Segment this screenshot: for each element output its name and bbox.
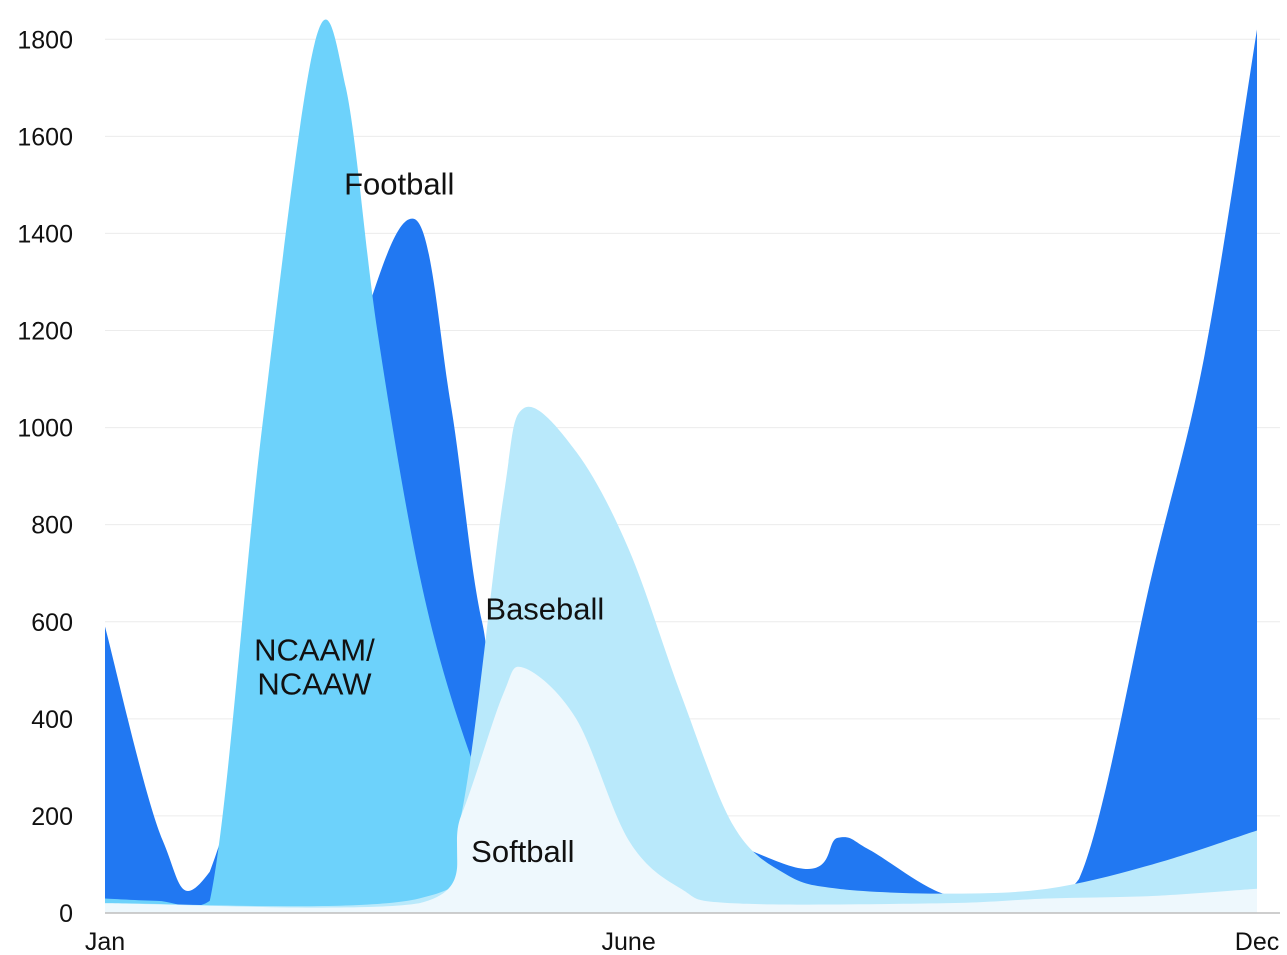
y-tick-label: 600 <box>31 609 73 637</box>
y-tick-label: 0 <box>59 900 73 928</box>
label-baseball: Baseball <box>485 591 604 626</box>
x-tick-label: June <box>602 928 656 955</box>
label-ncaam-ncaaw: NCAAW <box>257 667 372 702</box>
x-axis-tick-labels: Jan June Dec <box>85 928 1279 955</box>
y-tick-label: 1600 <box>17 123 73 151</box>
y-tick-label: 800 <box>31 512 73 540</box>
label-softball: Softball <box>471 834 574 869</box>
x-tick-label: Jan <box>85 928 125 955</box>
label-ncaam-ncaaw: NCAAM/ <box>254 633 375 668</box>
area-baseball <box>105 406 1257 913</box>
y-tick-label: 1200 <box>17 318 73 346</box>
y-tick-label: 1000 <box>17 415 73 443</box>
y-tick-label: 400 <box>31 706 73 734</box>
area-ncaam-ncaaw <box>105 19 1257 914</box>
y-axis-tick-labels: 0 200 400 600 800 1000 1200 1400 1600 1800 <box>17 26 73 928</box>
y-tick-label: 200 <box>31 803 73 831</box>
series-labels: Football NCAAM/NCAAW Baseball Softball <box>254 167 604 869</box>
x-tick-label: Dec <box>1235 928 1279 955</box>
y-tick-label: 1800 <box>17 26 73 54</box>
y-tick-label: 1400 <box>17 220 73 248</box>
label-football: Football <box>344 167 454 202</box>
series-areas <box>105 19 1257 914</box>
